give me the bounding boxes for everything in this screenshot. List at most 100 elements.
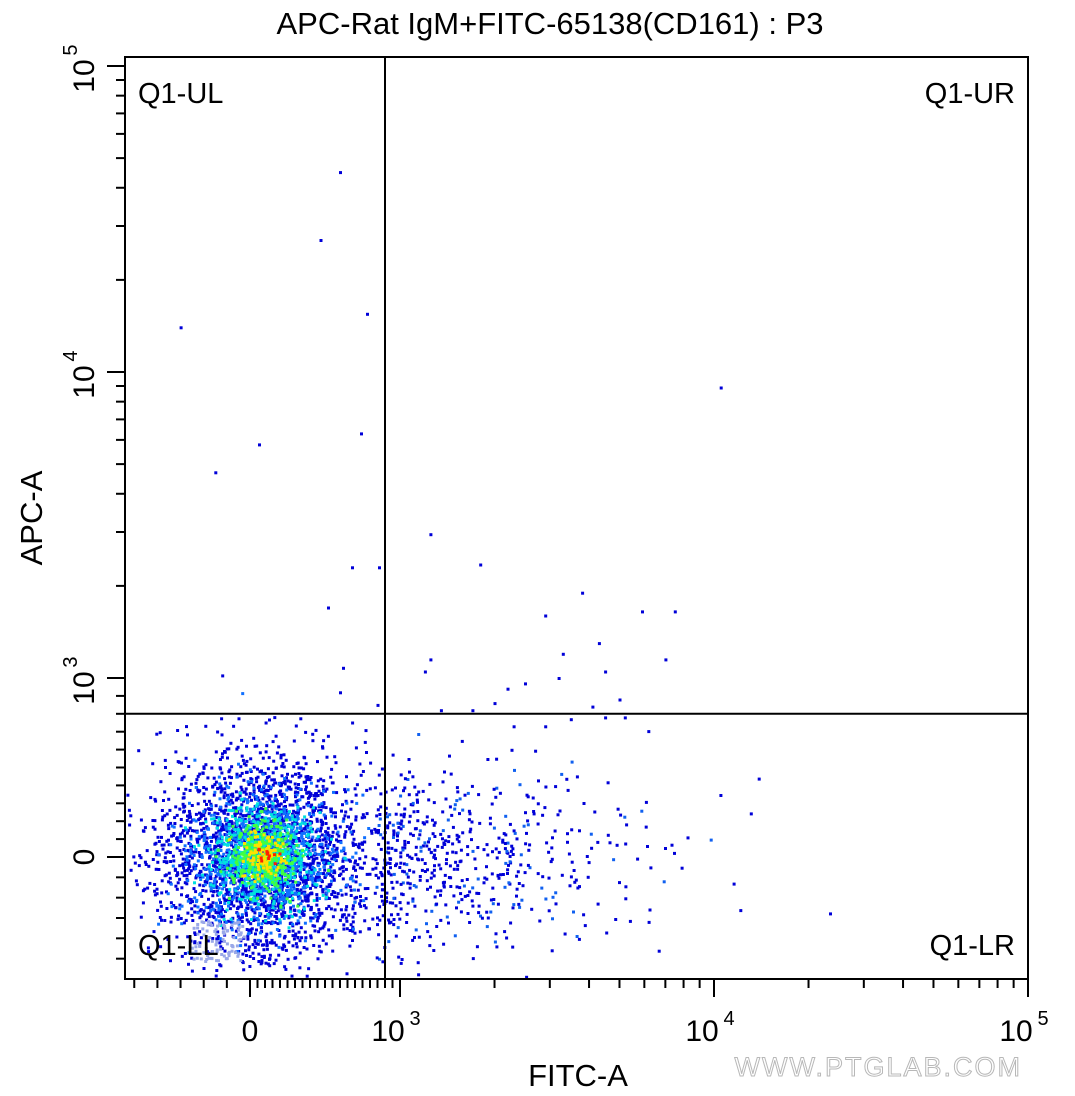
event-dot [280, 795, 284, 798]
event-dot [169, 860, 173, 863]
event-dot [570, 760, 574, 764]
event-dot [175, 874, 179, 878]
event-dot [255, 815, 259, 819]
event-dot [363, 815, 367, 819]
event-dot [217, 816, 221, 820]
event-dot [185, 868, 189, 872]
event-dot [318, 838, 322, 842]
event-dot [308, 853, 312, 857]
event-dot [354, 818, 358, 822]
event-dot [385, 896, 388, 900]
event-dot [257, 844, 261, 848]
event-dot [309, 864, 313, 868]
event-dot [276, 884, 280, 888]
event-dot [310, 892, 314, 896]
event-dot [377, 824, 381, 827]
event-dot [261, 842, 265, 846]
event-dot [251, 943, 255, 947]
event-dot [201, 771, 205, 775]
event-dot [260, 833, 264, 837]
event-dot [227, 800, 231, 803]
event-dot [205, 825, 209, 829]
event-dot [570, 860, 574, 864]
event-dot [377, 842, 381, 846]
event-dot [281, 833, 285, 837]
event-dot [313, 929, 317, 933]
event-dot [192, 863, 196, 867]
event-dot [556, 813, 560, 817]
y-tick-base: 0 [68, 849, 101, 866]
event-dot [547, 850, 551, 854]
event-dot [237, 891, 241, 895]
event-dot [222, 809, 226, 813]
event-dot [269, 785, 273, 789]
event-dot [363, 740, 367, 744]
event-dot [296, 852, 300, 856]
event-dot [428, 944, 432, 948]
event-dot [247, 849, 251, 853]
event-dot [247, 881, 251, 885]
event-dot [293, 822, 297, 826]
event-dot [318, 843, 322, 846]
event-dot [160, 818, 164, 822]
event-dot [182, 805, 186, 809]
event-dot [168, 808, 172, 812]
event-dot [411, 833, 415, 837]
event-dot [221, 674, 225, 678]
event-dot [216, 844, 220, 848]
event-dot [298, 910, 302, 914]
event-dot [249, 886, 253, 890]
event-dot [264, 780, 268, 784]
event-dot [237, 938, 241, 942]
event-dot [524, 811, 527, 815]
event-dot [467, 818, 471, 822]
event-dot [229, 798, 233, 802]
event-dot [331, 781, 335, 785]
event-dot [597, 642, 601, 646]
event-dot [258, 879, 262, 883]
event-dot [301, 838, 305, 842]
event-dot [158, 731, 162, 735]
event-dot [306, 896, 310, 900]
event-dot [202, 814, 206, 817]
event-dot [202, 921, 206, 924]
event-dot [507, 863, 510, 867]
event-dot [169, 959, 172, 963]
event-dot [485, 865, 488, 869]
event-dot [252, 786, 256, 790]
event-dot [220, 842, 224, 846]
event-dot [207, 956, 211, 960]
event-dot [473, 857, 477, 861]
event-dot [279, 845, 283, 849]
event-dot [492, 898, 496, 901]
event-dot [283, 866, 287, 870]
event-dot [246, 869, 250, 872]
event-dot [249, 830, 253, 834]
event-dot [170, 905, 174, 909]
event-dot [153, 819, 157, 823]
event-dot [409, 832, 413, 836]
event-dot [251, 793, 255, 797]
event-dot [202, 933, 206, 937]
event-dot [178, 903, 182, 907]
event-dot [224, 892, 228, 896]
event-dot [293, 818, 297, 822]
event-dot [233, 856, 237, 860]
event-dot [308, 820, 312, 824]
event-dot [314, 879, 317, 883]
quadrant-label-upper-right: Q1-UR [925, 78, 1015, 110]
event-dot [223, 939, 226, 943]
event-dot [274, 873, 278, 877]
event-dot [319, 818, 323, 822]
event-dot [198, 811, 201, 815]
event-dot [322, 813, 326, 817]
event-dot [201, 889, 205, 892]
event-dot [261, 772, 265, 776]
event-dot [230, 833, 234, 837]
event-dot [334, 815, 337, 819]
event-dot [273, 835, 277, 839]
event-dot [216, 934, 220, 938]
event-dot [511, 906, 515, 910]
event-dot [277, 790, 281, 794]
event-dot [344, 867, 348, 871]
